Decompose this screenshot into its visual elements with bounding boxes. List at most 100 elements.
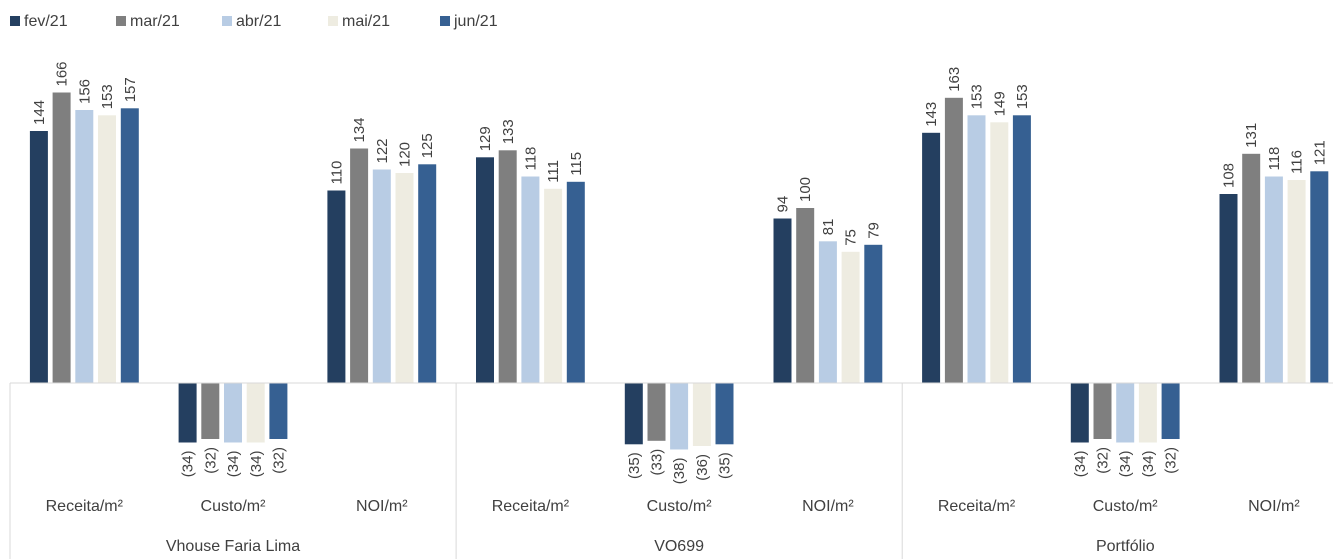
bar [1138,383,1157,443]
data-label: 111 [545,160,562,183]
data-label: 153 [1014,84,1031,109]
bar [1161,383,1180,439]
data-label: 131 [1243,123,1260,148]
data-label: 116 [1289,150,1306,174]
data-label: (34) [1117,451,1134,478]
bar [773,218,792,383]
data-label: (38) [671,458,688,485]
bar [841,251,860,384]
data-label: 144 [31,100,48,125]
data-label: 75 [843,229,860,246]
data-label: 115 [568,152,585,176]
legend-swatch [116,16,126,26]
category-label: Custo/m² [1093,498,1159,515]
category-label: Receita/m² [46,498,124,515]
bar [178,383,197,443]
data-label: 81 [820,219,837,236]
category-label: Custo/m² [647,498,713,515]
bar [1287,180,1306,383]
bar [29,131,48,383]
legend-label: abr/21 [236,13,281,30]
data-label: 133 [500,119,517,144]
data-label: 156 [76,79,93,104]
data-label: (35) [626,452,643,479]
data-label: (34) [248,451,265,478]
bar [120,108,139,384]
bar [922,132,941,384]
legend-swatch [440,16,450,26]
bar [395,173,414,383]
data-label: (34) [1140,451,1157,478]
data-label: 134 [351,117,368,142]
bar [201,383,220,439]
data-label: 100 [797,177,814,202]
bar [990,122,1009,384]
x-axis: Receita/m² Custo/m² NOI/m² Vhouse Faria Lim… [9,382,1333,559]
data-label: 125 [419,133,436,158]
category-label: NOI/m² [802,498,854,515]
bars [29,92,1329,450]
data-label: 108 [1221,163,1238,188]
bar [52,92,71,383]
data-label: (36) [694,454,711,481]
bar [224,383,242,443]
legend-label: fev/21 [24,13,68,30]
data-label: 120 [397,142,414,167]
data-label: (32) [1163,447,1180,474]
data-label: 79 [865,222,882,239]
legend-label: mar/21 [130,13,180,30]
bar [715,383,734,445]
data-label: (34) [225,451,242,478]
bar [246,383,265,443]
legend-swatch [222,16,232,26]
data-label: 129 [477,126,494,151]
category-label: Receita/m² [492,498,570,515]
bar [1012,115,1031,384]
legend-label: mai/21 [342,13,390,30]
bar [1093,383,1112,439]
data-label: (33) [649,449,666,476]
data-label: (32) [270,447,287,474]
bar [1116,383,1135,443]
bar [796,208,815,383]
data-label: 110 [328,161,345,185]
bar [1242,153,1261,384]
bar [818,241,837,384]
bar [521,176,540,383]
data-labels: 144 166 156 153 157 (34) (32) (34) (34) (32) 110 13… [31,61,1328,484]
category-label: Receita/m² [938,498,1016,515]
bar [498,150,517,384]
data-label: 157 [122,77,139,102]
bar [1070,383,1089,443]
bar [327,190,346,383]
data-label: (35) [717,452,734,479]
bar [269,383,288,439]
data-label: (32) [1095,447,1112,474]
group-label: VO699 [654,538,704,555]
group-label: Vhouse Faria Lima [166,538,300,555]
data-label: 166 [54,61,71,86]
group-label: Portfólio [1096,538,1155,555]
legend-swatch [328,16,338,26]
bar [75,110,94,383]
bar [624,383,643,445]
data-label: 121 [1311,140,1328,165]
bar [670,383,689,450]
data-label: 118 [522,147,539,171]
data-label: 94 [775,196,792,213]
data-label: (34) [1072,451,1089,478]
category-label: NOI/m² [356,498,408,515]
bar [544,188,563,384]
data-label: 153 [969,84,986,109]
data-label: 122 [374,138,391,163]
bar [967,115,986,384]
bar [98,115,116,384]
data-label: 163 [946,67,963,92]
data-label: 143 [923,102,940,127]
bar [692,383,711,446]
legend: fev/21 mar/21 abr/21 mai/21 jun/21 [10,13,498,30]
bar [566,181,585,384]
data-label: (32) [202,447,219,474]
bar [1310,171,1329,384]
